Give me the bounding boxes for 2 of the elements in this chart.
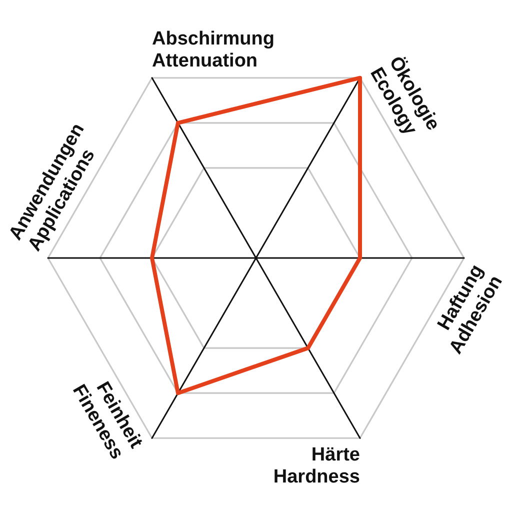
spoke-label: Härte Hardness [273,444,360,488]
spoke-label: Abschirmung Attenuation [152,28,274,72]
